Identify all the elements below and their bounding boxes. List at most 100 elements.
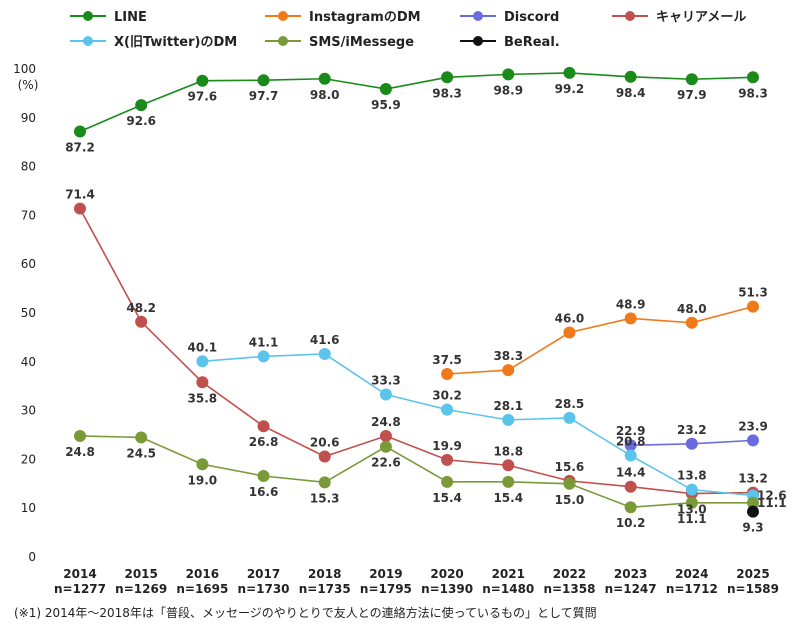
y-axis: 0 10 20 30 40 50 60 70 80 90 100 bbox=[13, 62, 36, 564]
legend-item: キャリアメール bbox=[612, 10, 746, 25]
data-label: 23.2 bbox=[677, 423, 707, 437]
data-label: 35.8 bbox=[188, 391, 218, 405]
data-label: 15.0 bbox=[555, 493, 585, 507]
y-tick-label: 80 bbox=[21, 160, 36, 174]
data-point bbox=[502, 68, 515, 81]
data-point bbox=[196, 376, 209, 389]
y-tick-label: 90 bbox=[21, 111, 36, 125]
data-point bbox=[685, 316, 698, 329]
data-point bbox=[441, 368, 454, 380]
legend-label: InstagramのDM bbox=[309, 10, 421, 25]
x-tick-n: n=1735 bbox=[299, 582, 351, 596]
data-point bbox=[624, 480, 637, 493]
data-label: 22.9 bbox=[616, 424, 646, 438]
series-points bbox=[74, 66, 759, 518]
series-line bbox=[202, 353, 754, 497]
y-tick-label: 60 bbox=[21, 257, 36, 271]
data-label: 23.9 bbox=[738, 419, 768, 433]
legend-label: BeReal. bbox=[504, 35, 560, 50]
data-point bbox=[685, 483, 698, 496]
data-label: 13.2 bbox=[738, 472, 768, 486]
series-line bbox=[79, 72, 754, 133]
data-label: 95.9 bbox=[371, 98, 401, 112]
data-label: 28.1 bbox=[493, 399, 523, 413]
x-tick-year: 2024 bbox=[675, 567, 708, 581]
data-point bbox=[379, 83, 392, 96]
data-point bbox=[196, 74, 209, 87]
legend-item: BeReal. bbox=[460, 35, 560, 50]
data-label: 97.6 bbox=[188, 90, 218, 104]
data-point bbox=[502, 475, 515, 488]
y-unit-label: (%) bbox=[18, 78, 39, 92]
data-label: 24.8 bbox=[371, 415, 401, 429]
series-line bbox=[79, 208, 754, 495]
data-point bbox=[563, 66, 576, 79]
x-tick-n: n=1730 bbox=[238, 582, 290, 596]
data-point bbox=[747, 434, 759, 447]
x-tick-year: 2019 bbox=[369, 567, 402, 581]
x-tick-year: 2021 bbox=[492, 567, 525, 581]
x-tick-year: 2022 bbox=[553, 567, 586, 581]
data-label: 46.0 bbox=[555, 312, 585, 326]
data-label: 41.1 bbox=[249, 335, 279, 349]
data-label: 48.9 bbox=[616, 297, 646, 311]
data-point bbox=[196, 355, 209, 368]
data-point bbox=[135, 315, 148, 328]
legend-item: Discord bbox=[460, 10, 559, 25]
data-point bbox=[685, 437, 698, 450]
data-label: 51.3 bbox=[738, 286, 768, 300]
data-point bbox=[441, 475, 454, 488]
data-label: 15.4 bbox=[493, 491, 523, 505]
data-point bbox=[563, 411, 576, 424]
x-tick-n: n=1269 bbox=[115, 582, 167, 596]
legend-item: SMS/iMessege bbox=[265, 35, 414, 50]
series-lines bbox=[79, 72, 754, 509]
legend-marker bbox=[473, 36, 483, 46]
legend-marker bbox=[278, 36, 288, 46]
legend-item: InstagramのDM bbox=[265, 10, 421, 25]
x-tick-n: n=1480 bbox=[482, 582, 534, 596]
x-tick-n: n=1277 bbox=[54, 582, 106, 596]
data-point bbox=[318, 72, 331, 85]
data-label: 19.0 bbox=[188, 473, 218, 487]
data-label: 87.2 bbox=[65, 140, 95, 154]
x-tick-year: 2023 bbox=[614, 567, 647, 581]
data-label: 18.8 bbox=[493, 444, 523, 458]
y-tick-label: 40 bbox=[21, 355, 36, 369]
data-point bbox=[441, 71, 454, 84]
data-label: 15.3 bbox=[310, 491, 340, 505]
x-tick-n: n=1695 bbox=[176, 582, 228, 596]
data-point bbox=[257, 420, 270, 433]
data-point bbox=[74, 125, 86, 138]
data-label: 13.8 bbox=[677, 469, 707, 483]
x-tick-year: 2017 bbox=[247, 567, 280, 581]
legend-item: LINE bbox=[70, 10, 147, 25]
data-label: 19.9 bbox=[432, 439, 462, 453]
data-point bbox=[196, 458, 209, 471]
data-label: 98.3 bbox=[432, 86, 462, 100]
data-label: 12.6 bbox=[757, 489, 787, 503]
data-point bbox=[502, 459, 515, 472]
series-line bbox=[79, 435, 753, 509]
data-point bbox=[74, 202, 86, 215]
legend-label: SMS/iMessege bbox=[309, 35, 414, 50]
data-point bbox=[624, 439, 637, 452]
data-label: 9.3 bbox=[742, 521, 763, 535]
data-point bbox=[624, 312, 637, 325]
data-point bbox=[135, 99, 148, 112]
data-point bbox=[257, 469, 270, 482]
x-tick-year: 2020 bbox=[430, 567, 463, 581]
x-tick-n: n=1795 bbox=[360, 582, 412, 596]
data-point bbox=[747, 505, 759, 518]
footnote: (※1) 2014年～2018年は「普段、メッセージのやりとりで友人との連絡方法… bbox=[14, 606, 597, 620]
data-label: 28.5 bbox=[555, 397, 585, 411]
data-label: 37.5 bbox=[432, 353, 462, 367]
data-point bbox=[747, 496, 759, 509]
data-label: 48.0 bbox=[677, 302, 707, 316]
data-label: 97.9 bbox=[677, 88, 707, 102]
data-label: 11.1 bbox=[677, 512, 707, 526]
data-point bbox=[257, 74, 270, 87]
data-point bbox=[624, 449, 637, 462]
legend-marker bbox=[473, 11, 483, 21]
